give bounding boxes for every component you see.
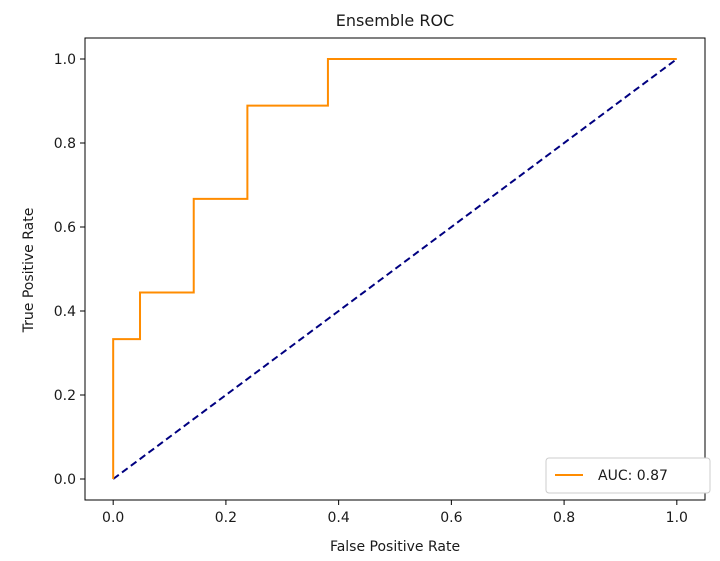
legend: AUC: 0.87 xyxy=(545,457,711,494)
x-tick-label: 0.8 xyxy=(553,510,575,526)
x-tick-label: 0.4 xyxy=(328,510,350,526)
x-axis-ticks: 0.0 0.2 0.4 0.6 0.8 1.0 xyxy=(102,500,688,526)
x-tick-label: 0.6 xyxy=(440,510,462,526)
x-tick-label: 1.0 xyxy=(666,510,688,526)
y-tick-label: 0.8 xyxy=(54,136,76,152)
y-axis-ticks: 0.0 0.2 0.4 0.6 0.8 1.0 xyxy=(54,52,85,488)
legend-label-auc: AUC: 0.87 xyxy=(598,468,668,484)
x-tick-label: 0.0 xyxy=(102,510,124,526)
y-axis-label: True Positive Rate xyxy=(21,208,37,334)
axes-frame xyxy=(84,37,706,501)
y-tick-label: 0.6 xyxy=(54,220,76,236)
chance-diagonal-line xyxy=(112,58,678,480)
chart-title: Ensemble ROC xyxy=(336,11,454,30)
roc-curve-line xyxy=(112,58,677,479)
plot-area xyxy=(84,37,706,501)
y-tick-label: 0.2 xyxy=(54,388,76,404)
y-tick-label: 1.0 xyxy=(54,52,76,68)
legend-box xyxy=(545,457,711,494)
y-tick-label: 0.0 xyxy=(54,472,76,488)
y-tick-label: 0.4 xyxy=(54,304,76,320)
x-axis-label: False Positive Rate xyxy=(330,539,460,555)
x-tick-label: 0.2 xyxy=(215,510,237,526)
